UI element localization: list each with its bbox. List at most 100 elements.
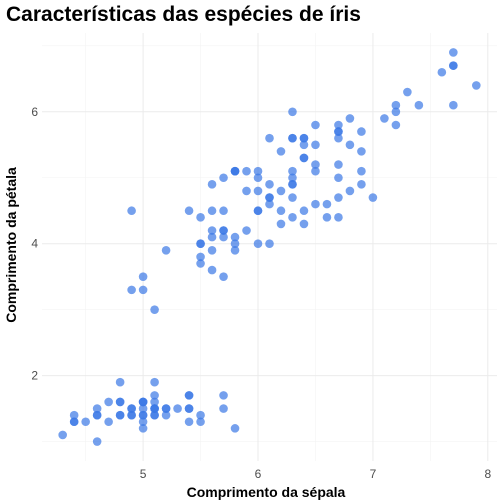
scatter-point	[150, 410, 159, 420]
scatter-point	[265, 193, 274, 202]
scatter-point	[265, 239, 274, 249]
scatter-point	[391, 100, 401, 110]
scatter-point	[104, 417, 113, 427]
scatter-point	[391, 120, 401, 130]
scatter-point	[288, 107, 297, 117]
scatter-point	[311, 160, 320, 169]
scatter-point	[253, 239, 263, 249]
scatter-point	[69, 410, 79, 420]
scatter-point	[334, 213, 343, 222]
scatter-point	[311, 199, 320, 209]
scatter-point	[472, 81, 481, 90]
scatter-point	[242, 186, 251, 196]
scatter-point	[196, 417, 205, 427]
scatter-point	[334, 133, 343, 143]
scatter-point	[161, 404, 171, 413]
scatter-point	[414, 100, 424, 110]
x-tick-label: 7	[370, 467, 377, 481]
scatter-point	[449, 48, 458, 57]
scatter-point	[288, 213, 297, 222]
scatter-point	[322, 213, 332, 222]
scatter-point	[184, 417, 194, 427]
scatter-point	[219, 272, 228, 281]
scatter-point	[138, 272, 148, 281]
scatter-point	[127, 410, 136, 420]
scatter-point	[242, 226, 251, 235]
scatter-point	[219, 391, 228, 400]
scatter-point	[368, 193, 378, 202]
scatter-point	[207, 226, 217, 235]
scatter-point	[173, 404, 182, 413]
scatter-point	[334, 173, 343, 183]
scatter-point	[311, 166, 320, 176]
scatter-point	[92, 404, 102, 413]
scatter-point	[138, 404, 148, 413]
scatter-point	[219, 173, 228, 183]
scatter-point	[138, 397, 148, 407]
scatter-point	[299, 219, 309, 229]
x-tick-label: 6	[255, 467, 262, 481]
scatter-point	[127, 206, 136, 216]
scatter-point	[196, 213, 205, 222]
scatter-point	[276, 219, 286, 229]
scatter-point	[207, 180, 217, 189]
scatter-point	[299, 140, 309, 150]
scatter-point	[253, 166, 263, 176]
scatter-point	[138, 410, 148, 420]
scatter-point	[81, 417, 90, 427]
y-tick-label: 2	[31, 369, 38, 383]
scatter-point	[276, 147, 286, 156]
scatter-point	[219, 404, 228, 413]
scatter-point	[311, 140, 320, 150]
scatter-point	[69, 417, 79, 427]
scatter-point	[357, 147, 366, 156]
scatter-point	[403, 87, 412, 97]
scatter-point	[357, 180, 366, 189]
y-tick-label: 4	[31, 237, 38, 251]
scatter-point	[150, 305, 159, 314]
scatter-point	[138, 417, 148, 427]
scatter-point	[219, 232, 228, 242]
scatter-point	[322, 199, 332, 209]
scatter-point	[207, 245, 217, 255]
scatter-point	[196, 259, 205, 268]
scatter-point	[92, 437, 102, 446]
scatter-point	[357, 127, 366, 136]
scatter-point	[230, 232, 240, 242]
scatter-point	[138, 285, 148, 295]
scatter-point	[104, 397, 113, 407]
y-axis-title: Comprimento da pétala	[3, 167, 19, 323]
scatter-point	[345, 114, 355, 123]
scatter-point	[207, 232, 217, 242]
scatter-point	[449, 61, 458, 70]
scatter-point	[345, 140, 355, 150]
scatter-point	[345, 186, 355, 196]
scatter-point	[299, 153, 309, 163]
scatter-point	[265, 199, 274, 209]
scatter-point	[253, 173, 263, 183]
scatter-point	[115, 377, 125, 387]
scatter-point	[115, 397, 125, 407]
scatter-point	[92, 410, 102, 420]
scatter-point	[334, 127, 343, 136]
scatter-point	[437, 67, 447, 77]
scatter-point	[288, 173, 297, 183]
tick-labels: 5 6 7 8 2 4 6	[31, 105, 491, 481]
scatter-point	[207, 206, 217, 216]
scatter-point	[288, 166, 297, 176]
scatter-point	[288, 133, 297, 143]
scatter-point	[357, 166, 366, 176]
scatter-point	[230, 245, 240, 255]
scatter-point	[150, 397, 159, 407]
scatter-point	[196, 239, 205, 249]
scatter-point	[219, 226, 228, 235]
scatter-point	[265, 180, 274, 189]
scatter-point	[253, 186, 263, 196]
scatter-point	[334, 120, 343, 130]
scatter-point	[150, 377, 159, 387]
scatter-point	[127, 404, 136, 413]
scatter-point	[230, 166, 240, 176]
x-tick-label: 8	[484, 467, 491, 481]
data-points	[58, 48, 481, 446]
